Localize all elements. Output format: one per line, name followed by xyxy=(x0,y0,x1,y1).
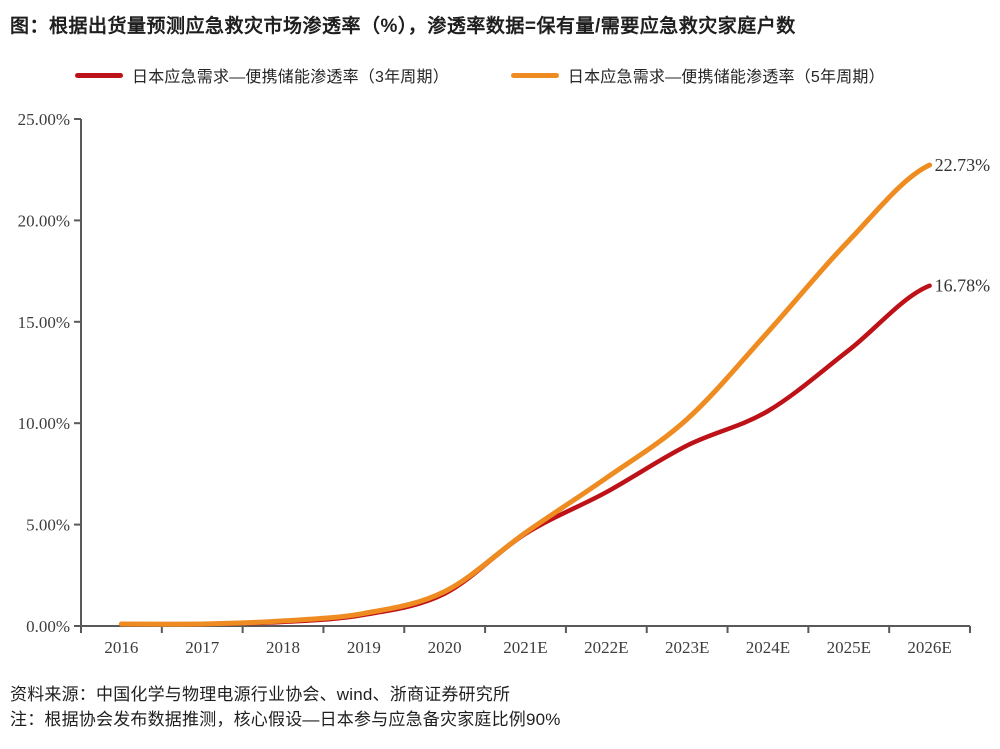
x-axis-label: 2024E xyxy=(746,638,790,657)
x-axis-label: 2021E xyxy=(503,638,547,657)
legend-item-5yr-cycle: 日本应急需求—便携储能渗透率（5年周期） xyxy=(510,63,885,87)
x-axis-label: 2017 xyxy=(185,638,220,657)
x-axis-label: 2023E xyxy=(665,638,709,657)
legend-marker-red-line xyxy=(75,72,123,78)
data-label-5yr-final: 22.73% xyxy=(935,155,991,175)
x-axis-label: 2026E xyxy=(907,638,951,657)
assumption-note: 注：根据协会发布数据推测，核心假设—日本参与应急备灾家庭比例90% xyxy=(10,710,561,729)
y-axis-label: 5.00% xyxy=(26,516,70,535)
figure-title: 图：根据出货量预测应急救灾市场渗透率（%），渗透率数据=保有量/需要应急救灾家庭… xyxy=(10,16,796,37)
source-note: 资料来源：中国化学与物理电源行业协会、wind、浙商证券研究所 xyxy=(10,685,511,704)
x-axis-label: 2025E xyxy=(827,638,871,657)
y-axis-label: 15.00% xyxy=(18,313,70,332)
y-axis-label: 20.00% xyxy=(18,211,70,230)
legend-marker-orange-line xyxy=(510,72,559,78)
series-line-3yr-cycle xyxy=(119,283,932,627)
axis-lines xyxy=(80,119,970,627)
legend-item-3yr-cycle: 日本应急需求—便携储能渗透率（3年周期） xyxy=(75,63,449,87)
y-axis-label: 25.00% xyxy=(18,110,70,129)
x-axis-label: 2018 xyxy=(266,638,300,657)
y-axis-label: 10.00% xyxy=(18,414,70,433)
series-line-5yr-cycle xyxy=(118,162,933,627)
data-label-3yr-final: 16.78% xyxy=(935,276,991,296)
y-axis-label: 0.00% xyxy=(26,617,70,636)
legend-label-3yr-cycle: 日本应急需求—便携储能渗透率（3年周期） xyxy=(132,69,449,86)
legend-label-5yr-cycle: 日本应急需求—便携储能渗透率（5年周期） xyxy=(567,69,885,86)
footnotes: 资料来源：中国化学与物理电源行业协会、wind、浙商证券研究所 注：根据协会发布… xyxy=(10,682,561,732)
x-axis-label: 2016 xyxy=(104,638,138,657)
chart-legend: 日本应急需求—便携储能渗透率（3年周期） 日本应急需求—便携储能渗透率（5年周期… xyxy=(75,63,885,87)
x-axis-label: 2019 xyxy=(347,638,381,657)
x-axis-label: 2022E xyxy=(584,638,628,657)
x-axis-label: 2020 xyxy=(428,638,462,657)
